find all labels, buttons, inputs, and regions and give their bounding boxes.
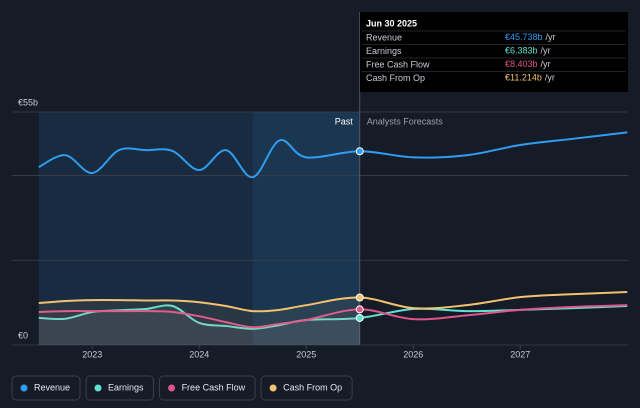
series-area — [38, 297, 360, 345]
series-line — [38, 291, 628, 313]
legend-item[interactable]: Free Cash Flow — [159, 375, 256, 401]
tooltip-value-unit: /yr — [545, 73, 555, 83]
tooltip-value-number: €8.403b — [505, 59, 538, 69]
plot: €0 €55b 2023 2024 2025 2026 2027 Past Analysts F… — [12, 12, 629, 359]
tooltip-value-number: €45.738b — [505, 32, 543, 42]
legend-label[interactable]: Revenue — [34, 382, 70, 392]
tooltip-label: Revenue — [366, 32, 402, 42]
legend-swatch[interactable] — [168, 384, 176, 392]
x-tick-label: 2026 — [403, 349, 423, 359]
tooltip-value-number: €6.383b — [505, 46, 538, 56]
series-line — [38, 131, 628, 179]
tooltip: Jun 30 2025 Revenue €45.738b/yr Earnings €6… — [360, 12, 628, 92]
tooltip-box — [360, 12, 628, 92]
tooltip-value-number: €11.214b — [505, 73, 542, 83]
tooltip-label: Earnings — [366, 46, 402, 56]
legend: Revenue Earnings Free Cash Flow Cash From O… — [11, 375, 353, 401]
legend-swatch[interactable] — [269, 384, 277, 392]
tooltip-value: €6.383b/yr — [505, 46, 551, 56]
legend-label[interactable]: Free Cash Flow — [182, 382, 246, 392]
legend-label[interactable]: Cash From Op — [283, 382, 342, 392]
legend-swatch[interactable] — [94, 384, 102, 392]
tooltip-value: €11.214b/yr — [505, 73, 555, 83]
legend-button[interactable] — [159, 375, 256, 401]
legend-item[interactable]: Cash From Op — [260, 375, 353, 401]
x-tick-label: 2027 — [510, 349, 530, 359]
series-line — [38, 304, 628, 329]
y-tick-label: €0 — [18, 330, 28, 340]
legend-button[interactable] — [11, 375, 81, 401]
forecast-label: Analysts Forecasts — [367, 116, 444, 126]
legend-button[interactable] — [260, 375, 353, 401]
past-label: Past — [335, 116, 354, 126]
tooltip-value-unit: /yr — [541, 59, 551, 69]
tooltip-label: Free Cash Flow — [366, 59, 430, 69]
tooltip-value-unit: /yr — [541, 46, 551, 56]
series-area — [38, 305, 360, 345]
x-tick-label: 2023 — [82, 349, 102, 359]
legend-button[interactable] — [85, 375, 155, 401]
legend-item[interactable]: Earnings — [85, 375, 155, 401]
legend-swatch[interactable] — [20, 384, 28, 392]
tooltip-value: €45.738b/yr — [505, 32, 556, 42]
tooltip-title: Jun 30 2025 — [366, 18, 417, 28]
y-tick-label: €55b — [18, 97, 38, 107]
tooltip-label: Cash From Op — [366, 73, 425, 83]
highlight-point — [355, 147, 364, 156]
tooltip-value: €8.403b/yr — [505, 59, 551, 69]
legend-label[interactable]: Earnings — [108, 382, 144, 392]
highlight-point — [355, 293, 364, 302]
tooltip-value-unit: /yr — [546, 32, 556, 42]
series-area — [38, 309, 360, 345]
highlight-point — [355, 305, 364, 314]
x-tick-label: 2024 — [189, 349, 209, 359]
x-tick-label: 2025 — [296, 349, 316, 359]
legend-item[interactable]: Revenue — [11, 375, 81, 401]
highlight-point — [355, 313, 364, 322]
